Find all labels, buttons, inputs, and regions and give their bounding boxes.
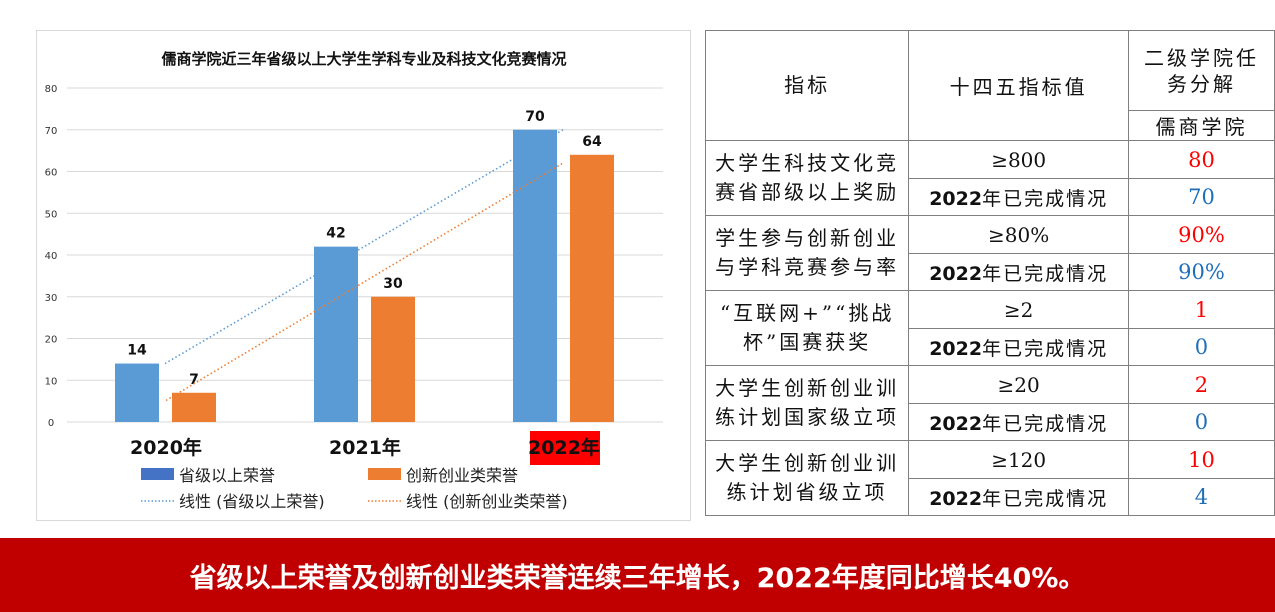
bar-provincial [314, 246, 358, 422]
trendline [165, 161, 565, 402]
table-row: 2022年已完成情况 0 [706, 328, 1275, 366]
data-label: 64 [582, 134, 602, 150]
y-tick-label: 10 [45, 376, 58, 387]
data-label: 14 [127, 343, 147, 359]
done-label-cell: 2022年已完成情况 [908, 178, 1129, 216]
data-label: 70 [525, 109, 545, 125]
done-label-cell: 2022年已完成情况 [908, 253, 1129, 291]
bar-provincial [115, 363, 159, 422]
done-label-cell: 2022年已完成情况 [908, 478, 1129, 516]
bar-chart: 儒商学院近三年省级以上大学生学科专业及科技文化竞赛情况 0 10 20 30 40 50 60… [45, 50, 663, 511]
done-rest: 年已完成情况 [982, 262, 1109, 285]
x-category-label: 2020年 [130, 436, 202, 459]
indicator-cell: 大学生创新创业训练计划省级立项 [704, 440, 910, 516]
college-target-cell: 10 [1127, 440, 1275, 479]
indicator-cell: 大学生创新创业训练计划国家级立项 [704, 365, 910, 441]
table-row: 大学生创新创业训练计划省级立项 ≥120 10 [704, 440, 1275, 516]
data-label: 7 [189, 372, 199, 388]
table-row: 2022年已完成情况 70 [706, 178, 1275, 216]
done-value-cell: 0 [1127, 328, 1275, 366]
target-cell: ≥2 [908, 290, 1129, 329]
header-target: 十四五指标值 [908, 30, 1129, 141]
legend-label: 省级以上荣誉 [179, 466, 275, 485]
y-tick-label: 40 [45, 251, 58, 262]
done-rest: 年已完成情况 [982, 412, 1109, 435]
college-target-cell: 90% [1127, 215, 1275, 254]
y-tick-label: 80 [45, 84, 58, 95]
y-tick-label: 50 [45, 209, 58, 220]
x-category-label: 2021年 [329, 436, 401, 459]
done-value-cell: 90% [1127, 253, 1275, 291]
done-year: 2022 [929, 337, 983, 360]
y-tick-label: 60 [45, 168, 58, 179]
data-label: 30 [383, 276, 403, 292]
done-year: 2022 [929, 262, 983, 285]
done-year: 2022 [929, 412, 983, 435]
y-tick-label: 20 [45, 335, 58, 346]
table-row: 学生参与创新创业与学科竞赛参与率 ≥80% 90% [704, 215, 1275, 291]
done-label-cell: 2022年已完成情况 [908, 403, 1129, 441]
banner-text: 省级以上荣誉及创新创业类荣誉连续三年增长，2022年度同比增长40%。 [189, 562, 1086, 594]
table-row: 大学生科技文化竞赛省部级以上奖励 ≥800 80 [704, 140, 1275, 216]
bar-innovation [570, 154, 614, 423]
x-category-label: 2022年 [528, 436, 600, 459]
done-year: 2022 [929, 487, 983, 510]
done-value-cell: 4 [1127, 478, 1275, 516]
done-label-cell: 2022年已完成情况 [908, 328, 1129, 366]
legend-label: 线性 (省级以上荣誉) [179, 492, 325, 511]
summary-banner: 省级以上荣誉及创新创业类荣誉连续三年增长，2022年度同比增长40%。 [0, 538, 1275, 612]
category-highlight [530, 431, 600, 465]
header-decomp: 二级学院任务分解 [1127, 30, 1275, 111]
y-tick-label: 70 [45, 126, 58, 137]
table-row: 2022年已完成情况 0 [706, 403, 1275, 441]
indicator-table: 指标 十四五指标值 二级学院任务分解 儒商学院 大学生科技文化竞赛省部级以上奖励 ≥800… [704, 30, 1275, 516]
target-cell: ≥20 [908, 365, 1129, 404]
legend-swatch [368, 468, 401, 480]
table-row: 2022年已完成情况 4 [706, 478, 1275, 516]
bar-provincial [513, 129, 557, 422]
legend-label: 线性 (创新创业类荣誉) [406, 492, 568, 511]
done-value-cell: 0 [1127, 403, 1275, 441]
target-cell: ≥120 [908, 440, 1129, 479]
done-rest: 年已完成情况 [982, 187, 1109, 210]
target-cell: ≥800 [908, 140, 1129, 179]
college-target-cell: 80 [1127, 140, 1275, 179]
trendline [164, 129, 564, 365]
chart-title: 儒商学院近三年省级以上大学生学科专业及科技文化竞赛情况 [161, 50, 566, 68]
college-target-cell: 2 [1127, 365, 1275, 404]
done-rest: 年已完成情况 [982, 337, 1109, 360]
chart-panel: 儒商学院近三年省级以上大学生学科专业及科技文化竞赛情况 0 10 20 30 40 50 60… [36, 30, 691, 521]
bar-innovation [172, 392, 216, 422]
target-cell: ≥80% [908, 215, 1129, 254]
header-indicator: 指标 [704, 30, 910, 141]
done-rest: 年已完成情况 [982, 487, 1109, 510]
y-tick-label: 30 [45, 293, 58, 304]
done-year: 2022 [929, 187, 983, 210]
table-row: “互联网+”“挑战杯”国赛获奖 ≥2 1 [704, 290, 1275, 366]
done-value-cell: 70 [1127, 178, 1275, 216]
college-target-cell: 1 [1127, 290, 1275, 329]
table-row: 大学生创新创业训练计划国家级立项 ≥20 2 [704, 365, 1275, 441]
legend-swatch [141, 468, 174, 480]
indicator-cell: 大学生科技文化竞赛省部级以上奖励 [704, 140, 910, 216]
header-college: 儒商学院 [1127, 110, 1275, 141]
legend-label: 创新创业类荣誉 [406, 466, 518, 485]
bar-innovation [371, 296, 415, 422]
indicator-cell: 学生参与创新创业与学科竞赛参与率 [704, 215, 910, 291]
data-label: 42 [326, 226, 345, 242]
indicator-cell: “互联网+”“挑战杯”国赛获奖 [704, 290, 910, 366]
y-tick-label: 0 [48, 418, 54, 429]
